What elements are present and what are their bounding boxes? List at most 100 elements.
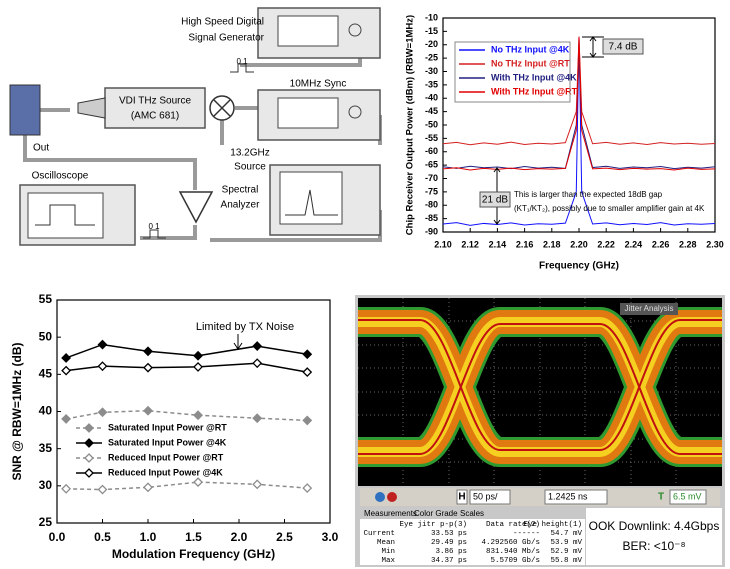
table-cell: 52.9 mV — [550, 548, 582, 556]
y-tick-label: -15 — [425, 26, 438, 36]
annotation: This is larger than the expected 18dB ga… — [514, 190, 663, 199]
toolbar-value: 6.5 mV — [673, 491, 702, 501]
label: 13.2GHz — [230, 148, 269, 159]
overlay-text: BER: <10⁻⁸ — [622, 539, 685, 553]
label: 0 1 — [148, 222, 160, 231]
y-axis-label: Chip Receiver Output Power (dBm) (RBW=1M… — [405, 15, 416, 235]
toolbar-label: H — [458, 492, 465, 503]
x-tick-label: 1.5 — [185, 530, 202, 544]
legend-label: With THz Input @RT — [491, 86, 578, 96]
toolbar-value: 50 ps/ — [473, 491, 498, 501]
legend-label: No THz Input @RT — [491, 58, 570, 68]
table-cell: 5.5709 Gb/s — [490, 557, 540, 565]
table-cell: 29.49 ps — [431, 539, 467, 547]
annotation: Limited by TX Noise — [196, 321, 294, 333]
y-tick-label: 35 — [39, 441, 53, 455]
x-tick-label: 1.0 — [140, 530, 157, 544]
detector — [10, 85, 40, 135]
x-tick-label: 2.16 — [516, 239, 534, 249]
table-cell: 4.292560 Gb/s — [481, 539, 540, 547]
legend-label: Saturated Input Power @RT — [108, 422, 227, 432]
y-tick-label: -35 — [425, 79, 438, 89]
y-axis-label: SNR @ RBW=1MHz (dB) — [10, 342, 24, 480]
y-tick-label: 55 — [39, 292, 53, 306]
x-tick-label: 0.5 — [94, 530, 111, 544]
y-tick-label: -90 — [425, 226, 438, 236]
label: Spectral — [222, 185, 259, 196]
legend-label: Reduced Input Power @RT — [108, 452, 224, 462]
x-tick-label: 2.30 — [706, 239, 724, 249]
label: Oscilloscope — [32, 171, 89, 182]
table-cell: 34.37 ps — [431, 557, 467, 565]
y-tick-label: -25 — [425, 53, 438, 63]
block-diagram: High Speed Digital Signal Generator 10MH… — [10, 8, 380, 245]
y-tick-label: -75 — [425, 186, 438, 196]
table-cell: Max — [381, 557, 395, 565]
y-tick-label: -20 — [425, 39, 438, 49]
table-cell: Min — [381, 548, 395, 556]
y-tick-label: -60 — [425, 146, 438, 156]
y-tick-label: 25 — [39, 515, 53, 529]
y-tick-label: 45 — [39, 367, 53, 381]
x-tick-label: 2.22 — [597, 239, 615, 249]
x-tick-label: 2.26 — [652, 239, 670, 249]
x-tick-label: 0.0 — [49, 530, 66, 544]
toolbar-value: 1.2425 ns — [548, 491, 588, 501]
tab[interactable]: Measurements — [364, 509, 417, 518]
legend-label: No THz Input @4K — [491, 44, 570, 54]
x-tick-label: 2.14 — [489, 239, 507, 249]
table-cell: Current — [363, 530, 395, 538]
x-axis-label: Modulation Frequency (GHz) — [112, 547, 275, 561]
label: (AMC 681) — [131, 111, 179, 122]
label: Signal Generator — [188, 33, 264, 44]
x-tick-label: 2.24 — [625, 239, 643, 249]
annotation: 7.4 dB — [609, 42, 638, 53]
y-tick-label: -50 — [425, 119, 438, 129]
y-tick-label: -70 — [425, 173, 438, 183]
table-header: Eye height(1) — [523, 521, 582, 529]
x-axis-label: Frequency (GHz) — [539, 261, 619, 272]
table-cell: ------ — [513, 530, 540, 538]
x-tick-label: 2.12 — [461, 239, 479, 249]
y-tick-label: -40 — [425, 93, 438, 103]
overlay-text: OOK Downlink: 4.4Gbps — [589, 519, 720, 533]
table-cell: 54.7 mV — [550, 530, 582, 538]
y-tick-label: -80 — [425, 200, 438, 210]
label: VDI THz Source — [119, 96, 191, 107]
x-tick-label: 2.18 — [543, 239, 561, 249]
table-header: Eye jitr p-p(3) — [399, 521, 467, 529]
x-tick-label: 2.10 — [434, 239, 452, 249]
amplifier — [180, 192, 212, 222]
legend-label: Reduced Input Power @4K — [108, 467, 223, 477]
label: Out — [33, 143, 49, 154]
x-tick-label: 3.0 — [322, 530, 339, 544]
y-tick-label: -30 — [425, 66, 438, 76]
tab[interactable]: Scales — [460, 509, 484, 518]
label: Source — [234, 162, 266, 173]
table-cell: 55.8 mV — [550, 557, 582, 565]
label: 10MHz Sync — [290, 79, 347, 90]
legend-label: Saturated Input Power @4K — [108, 437, 227, 447]
figure: High Speed Digital Signal Generator 10MH… — [0, 0, 730, 569]
y-tick-label: -55 — [425, 133, 438, 143]
horn — [78, 98, 105, 118]
toolbar-label: T — [658, 492, 664, 503]
table-cell: 3.86 ps — [435, 548, 467, 556]
x-tick-label: 2.28 — [679, 239, 697, 249]
y-tick-label: 30 — [39, 478, 53, 492]
tab[interactable]: Color Grade — [414, 509, 458, 518]
thz-source — [105, 88, 205, 128]
scope-screenshot: Jitter Analysis H 50 ps/ 1.2425 ns T 6.5… — [355, 295, 725, 567]
legend-label: With THz Input @4K — [491, 72, 577, 82]
table-cell: Mean — [377, 539, 395, 547]
label: Analyzer — [221, 200, 261, 211]
table-cell: 53.9 mV — [550, 539, 582, 547]
y-tick-label: -10 — [425, 12, 438, 22]
label: High Speed Digital — [181, 17, 264, 28]
label: 0 1 — [236, 57, 248, 66]
y-tick-label: 40 — [39, 404, 53, 418]
x-tick-label: 2.5 — [276, 530, 293, 544]
y-tick-label: -85 — [425, 213, 438, 223]
panel-label: Jitter Analysis — [625, 304, 674, 313]
y-tick-label: 50 — [39, 329, 53, 343]
